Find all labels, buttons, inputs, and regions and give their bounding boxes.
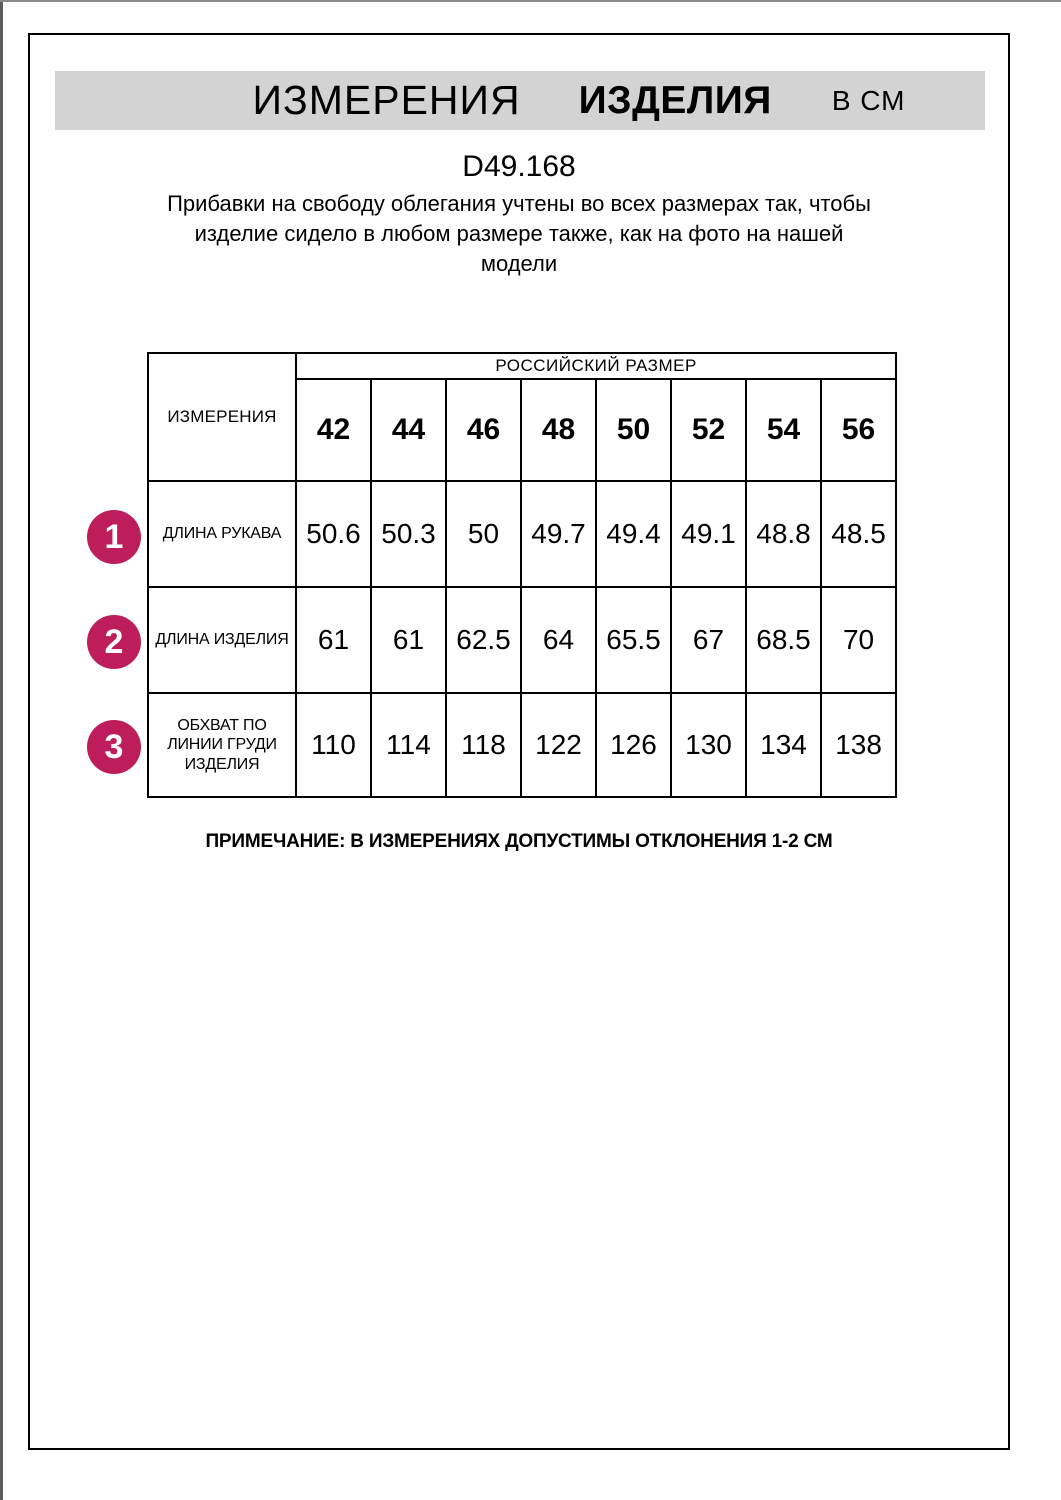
title-unit: В СМ [831, 84, 906, 116]
table-row-chest-girth: ОБХВАТ ПО ЛИНИИ ГРУДИ ИЗДЕЛИЯ 110 114 11… [147, 692, 898, 798]
row-label-cell: ДЛИНА ИЗДЕЛИЯ [147, 586, 297, 694]
title-measurements: ИЗМЕРЕНИЯ [252, 77, 521, 123]
title-bar: ИЗМЕРЕНИЯ ИЗДЕЛИЯ В СМ [55, 71, 985, 130]
row-number-badge-1: 1 [87, 510, 141, 564]
description-line: модели [480, 251, 558, 276]
value-cell: 50.6 [295, 480, 372, 588]
row-label-cell: ДЛИНА РУКАВА [147, 480, 297, 588]
value-cell: 68.5 [745, 586, 822, 694]
value-cell: 49.4 [595, 480, 672, 588]
size-header-cell: 52 [670, 378, 747, 482]
value-cell: 49.1 [670, 480, 747, 588]
description-line: Прибавки на свободу облегания учтены во … [167, 191, 871, 216]
size-header-cell: 54 [745, 378, 822, 482]
corner-header-cell: ИЗМЕРЕНИЯ [147, 352, 297, 482]
size-header-cell: 48 [520, 378, 597, 482]
value-cell: 61 [370, 586, 447, 694]
scan-edge-top [0, 0, 1061, 2]
value-cell: 118 [445, 692, 522, 798]
row-number-badge-3: 3 [87, 720, 141, 774]
value-cell: 130 [670, 692, 747, 798]
size-header-cell: 44 [370, 378, 447, 482]
row-label-cell: ОБХВАТ ПО ЛИНИИ ГРУДИ ИЗДЕЛИЯ [147, 692, 297, 798]
size-header-cell: 42 [295, 378, 372, 482]
badge-number: 2 [104, 622, 124, 661]
value-cell: 48.5 [819, 480, 898, 588]
value-cell: 67 [670, 586, 747, 694]
badge-number: 1 [104, 517, 124, 556]
value-cell: 70 [819, 586, 898, 694]
value-cell: 122 [520, 692, 597, 798]
value-cell: 49.7 [520, 480, 597, 588]
value-cell: 48.8 [745, 480, 822, 588]
description-line: изделие сидело в любом размере также, ка… [194, 221, 844, 246]
size-header-cell: 50 [595, 378, 672, 482]
value-cell: 110 [295, 692, 372, 798]
size-header-cell: 46 [445, 378, 522, 482]
value-cell: 50 [445, 480, 522, 588]
table-group-header-row: ИЗМЕРЕНИЯ РОССИЙСКИЙ РАЗМЕР [147, 352, 898, 482]
product-description: Прибавки на свободу облегания учтены во … [28, 189, 1010, 279]
value-cell: 134 [745, 692, 822, 798]
size-header-cell: 56 [819, 378, 898, 482]
table-row-sleeve-length: ДЛИНА РУКАВА 50.6 50.3 50 49.7 49.4 49.1… [147, 480, 898, 588]
value-cell: 62.5 [445, 586, 522, 694]
value-cell: 61 [295, 586, 372, 694]
row-number-badge-2: 2 [87, 615, 141, 669]
badge-number: 3 [104, 727, 124, 766]
value-cell: 65.5 [595, 586, 672, 694]
value-cell: 50.3 [370, 480, 447, 588]
value-cell: 114 [370, 692, 447, 798]
group-header-cell: РОССИЙСКИЙ РАЗМЕР [294, 352, 898, 380]
size-table: ИЗМЕРЕНИЯ РОССИЙСКИЙ РАЗМЕР 42 44 46 48 … [147, 352, 898, 798]
table-size-header-row: 42 44 46 48 50 52 54 56 [148, 378, 898, 482]
note-text: ПРИМЕЧАНИЕ: В ИЗМЕРЕНИЯХ ДОПУСТИМЫ ОТКЛО… [205, 831, 833, 852]
product-code: D49.168 [462, 150, 576, 183]
value-cell: 126 [595, 692, 672, 798]
value-cell: 64 [520, 586, 597, 694]
page-border [28, 33, 1010, 1450]
scan-edge-left [0, 0, 3, 1500]
title-product: ИЗДЕЛИЯ [578, 78, 772, 122]
table-row-item-length: ДЛИНА ИЗДЕЛИЯ 61 61 62.5 64 65.5 67 68.5… [147, 586, 898, 694]
value-cell: 138 [819, 692, 898, 798]
